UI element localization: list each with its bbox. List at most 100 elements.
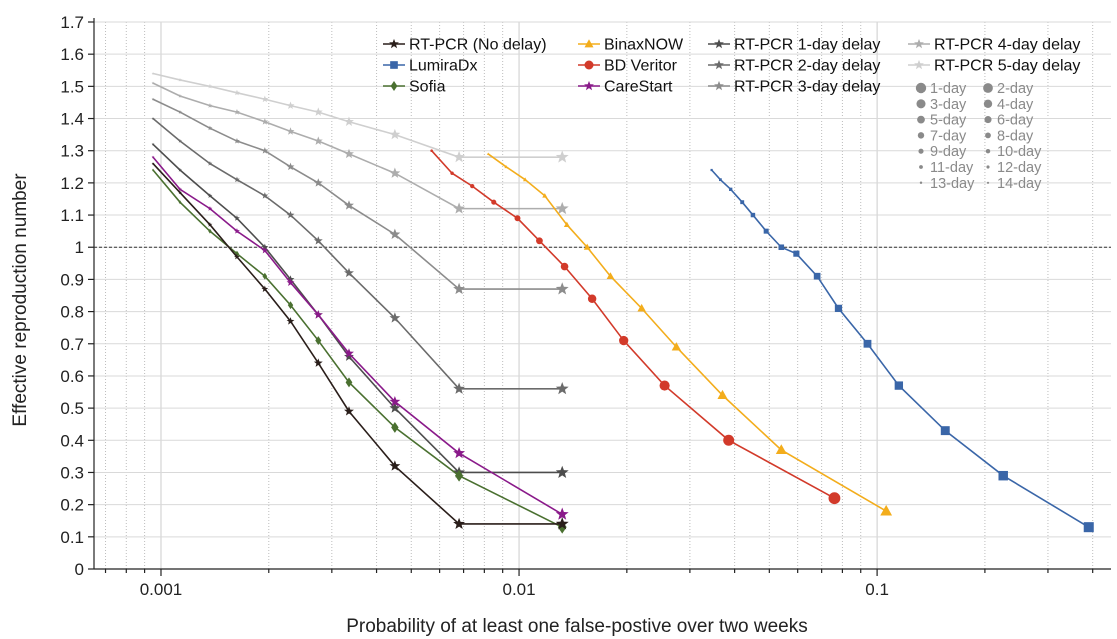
y-tick-label: 1.4 — [60, 110, 84, 129]
y-tick-label: 1.2 — [60, 174, 84, 193]
size-legend-label: 13-day — [930, 176, 975, 192]
series-line — [487, 153, 887, 512]
size-legend-label: 11-day — [930, 160, 974, 176]
legend-label: CareStart — [604, 79, 673, 96]
series-point — [152, 168, 154, 172]
series-1 — [710, 168, 1094, 533]
y-tick-label: 0.8 — [60, 303, 84, 322]
y-tick-label: 1.1 — [60, 206, 84, 225]
series-point — [178, 110, 182, 114]
series-point — [723, 434, 735, 446]
series-point — [587, 294, 597, 303]
y-tick-label: 1.3 — [60, 142, 84, 161]
y-tick-label: 1.5 — [60, 77, 84, 96]
series-point — [793, 250, 800, 257]
series-point — [178, 200, 182, 205]
size-legend-label: 9-day — [930, 144, 967, 160]
series-point — [619, 335, 629, 346]
series-point — [261, 147, 269, 154]
y-tick-label: 0.7 — [60, 335, 84, 354]
size-legend-label: 2-day — [997, 81, 1034, 97]
series-point — [207, 103, 213, 108]
y-tick-label: 1 — [75, 238, 84, 257]
legend-marker — [714, 38, 724, 49]
size-legend-label: 3-day — [930, 97, 967, 113]
series-point — [453, 382, 466, 394]
series-point — [151, 117, 155, 120]
y-tick-label: 0.6 — [60, 367, 84, 386]
series-point — [563, 221, 570, 227]
series-line — [711, 169, 1090, 528]
series-point — [151, 97, 155, 101]
series-point — [729, 187, 733, 191]
legend-label: RT-PCR 3-day delay — [734, 79, 880, 96]
series-line — [152, 82, 563, 210]
series-point — [828, 492, 841, 505]
legend: RT-PCR (No delay) LumiraDx Sofia BinaxNOW BD… — [383, 37, 1080, 192]
series-point — [178, 167, 182, 172]
series-point — [178, 190, 182, 195]
legend-label: BinaxNOW — [604, 37, 684, 54]
y-tick-label: 0.5 — [60, 399, 84, 418]
series-point — [208, 228, 212, 234]
series-point — [313, 107, 323, 116]
series-point — [940, 426, 950, 436]
series-8 — [151, 97, 569, 295]
legend-label: RT-PCR 1-day delay — [734, 37, 880, 54]
y-tick-label: 1.7 — [60, 13, 84, 32]
size-legend-marker — [919, 181, 923, 185]
series-point — [523, 177, 528, 182]
legend-marker — [914, 38, 924, 49]
x-axis-title: Probability of at least one false-postiv… — [346, 616, 808, 637]
series-point — [207, 83, 213, 89]
legend-label: RT-PCR 4-day delay — [934, 37, 1080, 54]
size-legend-label: 5-day — [930, 113, 967, 129]
series-point — [151, 142, 155, 146]
series-point — [151, 81, 155, 85]
series-point — [207, 161, 213, 166]
size-legend-marker — [986, 165, 990, 169]
series-point — [207, 222, 213, 227]
series-point — [234, 253, 240, 260]
series-point — [178, 93, 182, 98]
y-tick-label: 0 — [75, 560, 84, 579]
series-point — [454, 469, 464, 482]
series-point — [555, 465, 569, 478]
series-line — [152, 169, 563, 528]
series-point — [453, 202, 466, 214]
series-point — [151, 71, 155, 75]
size-legend-marker — [916, 99, 926, 109]
size-legend-marker — [917, 115, 925, 124]
series-5 — [151, 155, 569, 520]
x-tick-label: 0.01 — [503, 580, 536, 599]
series-point — [710, 168, 713, 172]
y-tick-label: 0.1 — [60, 528, 84, 547]
legend-marker — [390, 61, 398, 69]
series-point — [151, 162, 155, 165]
series-point — [261, 118, 269, 125]
series-point — [470, 183, 475, 189]
series-point — [389, 228, 401, 239]
series-point — [391, 421, 399, 433]
series-point — [740, 200, 745, 205]
series-point — [234, 89, 240, 96]
size-legend-label: 7-day — [930, 128, 967, 144]
series-point — [234, 109, 240, 115]
series-3 — [486, 152, 893, 516]
series-point — [345, 377, 353, 388]
series-point — [234, 176, 240, 183]
series-point — [178, 187, 182, 191]
size-legend-marker — [918, 148, 924, 154]
series-point — [344, 116, 354, 126]
series-point — [286, 278, 295, 286]
series-point — [286, 162, 295, 171]
size-legend-label: 14-day — [997, 176, 1042, 192]
y-tick-label: 0.9 — [60, 270, 84, 289]
size-legend-marker — [917, 132, 925, 139]
series-point — [389, 402, 401, 413]
size-legend-label: 4-day — [997, 97, 1034, 113]
series-point — [763, 228, 769, 234]
series-line — [431, 150, 835, 499]
series-point — [262, 272, 268, 280]
